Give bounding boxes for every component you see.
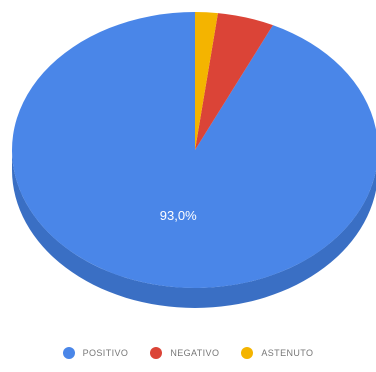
legend-item-negativo[interactable]: NEGATIVO bbox=[150, 347, 219, 359]
data-label-positivo: 93,0% bbox=[160, 208, 197, 223]
legend-item-positivo[interactable]: POSITIVO bbox=[62, 347, 129, 359]
pie-plot-area: 93,0% bbox=[12, 12, 376, 308]
legend-label-astenuto: ASTENUTO bbox=[261, 348, 314, 358]
pie-slice-astenuto[interactable] bbox=[195, 12, 218, 150]
pie-slice-positivo[interactable] bbox=[12, 12, 376, 288]
legend-label-negativo: NEGATIVO bbox=[170, 348, 220, 358]
legend-swatch-astenuto bbox=[241, 347, 254, 359]
pie-slice-negativo[interactable] bbox=[195, 13, 273, 151]
legend-item-astenuto[interactable]: ASTENUTO bbox=[241, 347, 313, 359]
legend-label-positivo: POSITIVO bbox=[82, 348, 129, 358]
legend-swatch-positivo bbox=[62, 347, 75, 359]
legend-swatch-negativo bbox=[150, 347, 163, 359]
legend: POSITIVO NEGATIVO ASTENUTO bbox=[0, 347, 376, 359]
